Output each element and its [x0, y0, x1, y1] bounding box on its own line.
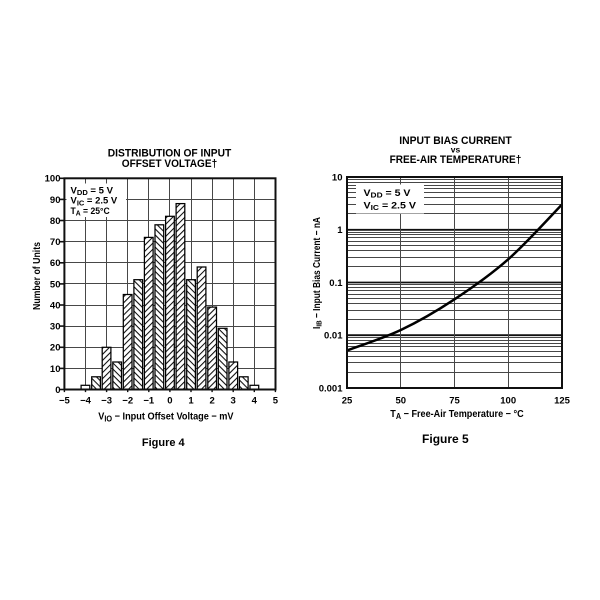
- svg-text:VDD = 5 V: VDD = 5 V: [364, 188, 412, 200]
- svg-text:VDD = 5 V: VDD = 5 V: [71, 185, 114, 197]
- svg-text:0.01: 0.01: [324, 331, 343, 342]
- svg-text:1: 1: [188, 396, 194, 407]
- svg-text:−5: −5: [59, 396, 71, 407]
- svg-text:2: 2: [209, 396, 214, 407]
- svg-text:10: 10: [50, 364, 61, 375]
- svg-text:Figure 5: Figure 5: [422, 432, 469, 446]
- svg-text:70: 70: [50, 237, 61, 248]
- svg-text:OFFSET VOLTAGE†: OFFSET VOLTAGE†: [122, 158, 218, 170]
- svg-text:80: 80: [50, 216, 61, 227]
- svg-text:TA − Free-Air Temperature − °C: TA − Free-Air Temperature − °C: [390, 409, 523, 421]
- svg-text:VIC = 2.5 V: VIC = 2.5 V: [364, 200, 417, 212]
- svg-text:40: 40: [50, 300, 61, 311]
- svg-text:0.001: 0.001: [319, 383, 343, 394]
- svg-text:50: 50: [396, 396, 407, 407]
- svg-text:−3: −3: [101, 396, 112, 407]
- svg-text:90: 90: [50, 195, 61, 206]
- svg-text:125: 125: [554, 396, 571, 407]
- svg-text:100: 100: [45, 174, 61, 185]
- svg-text:25: 25: [342, 396, 353, 407]
- svg-text:4: 4: [252, 396, 258, 407]
- svg-text:VIO − Input Offset Voltage − m: VIO − Input Offset Voltage − mV: [98, 412, 234, 424]
- svg-text:TA = 25°C: TA = 25°C: [71, 206, 110, 218]
- svg-text:0: 0: [167, 396, 172, 407]
- svg-text:−2: −2: [122, 396, 133, 407]
- svg-text:60: 60: [50, 258, 61, 269]
- svg-text:75: 75: [449, 396, 460, 407]
- svg-text:20: 20: [50, 343, 61, 354]
- svg-text:DISTRIBUTION OF INPUT: DISTRIBUTION OF INPUT: [108, 147, 232, 159]
- svg-text:0: 0: [55, 385, 60, 396]
- svg-text:IIB − Input Bias Current − nA: IIB − Input Bias Current − nA: [312, 217, 324, 329]
- svg-text:50: 50: [50, 279, 61, 290]
- svg-text:vs: vs: [451, 144, 461, 154]
- svg-text:0.1: 0.1: [329, 278, 343, 289]
- svg-text:INPUT BIAS CURRENT: INPUT BIAS CURRENT: [399, 135, 512, 147]
- svg-text:100: 100: [500, 396, 516, 407]
- svg-text:VIC = 2.5 V: VIC = 2.5 V: [71, 196, 118, 208]
- svg-text:−1: −1: [143, 396, 155, 407]
- svg-text:30: 30: [50, 322, 61, 333]
- svg-text:10: 10: [332, 172, 343, 183]
- svg-text:1: 1: [337, 225, 343, 236]
- svg-text:5: 5: [273, 396, 279, 407]
- svg-text:3: 3: [231, 396, 236, 407]
- svg-text:FREE-AIR TEMPERATURE†: FREE-AIR TEMPERATURE†: [390, 154, 522, 166]
- svg-text:−4: −4: [80, 396, 92, 407]
- svg-text:Number of Units: Number of Units: [32, 242, 43, 310]
- svg-text:Figure 4: Figure 4: [142, 437, 186, 449]
